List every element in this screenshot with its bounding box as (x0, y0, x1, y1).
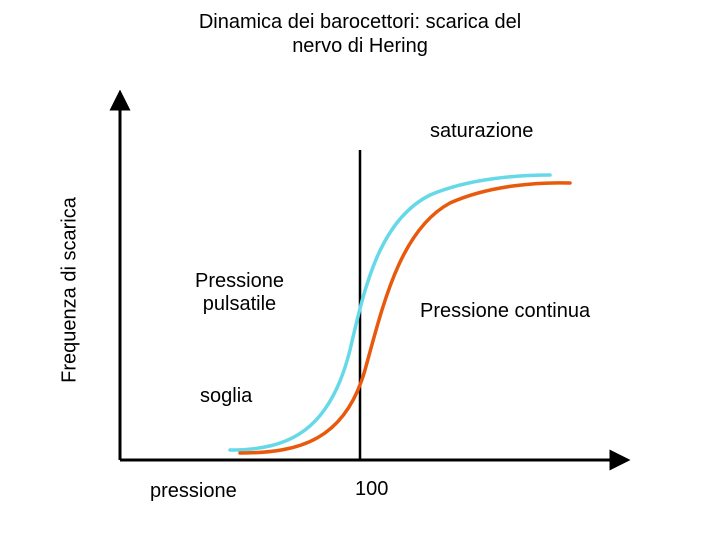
page: Dinamica dei barocettori: scarica del ne… (0, 0, 720, 540)
label-soglia: soglia (200, 385, 252, 408)
y-axis-label: Frequenza di scarica (59, 197, 82, 383)
x-axis-label: pressione (150, 480, 237, 503)
label-pulsatile: Pressione pulsatile (195, 270, 284, 316)
label-continua: Pressione continua (420, 300, 590, 323)
label-saturazione: saturazione (430, 120, 533, 143)
tick-label-100: 100 (355, 478, 388, 501)
chart-area: saturazione Pressione pulsatile Pression… (100, 90, 660, 490)
chart-svg (100, 90, 660, 490)
chart-title: Dinamica dei barocettori: scarica del ne… (0, 10, 720, 58)
